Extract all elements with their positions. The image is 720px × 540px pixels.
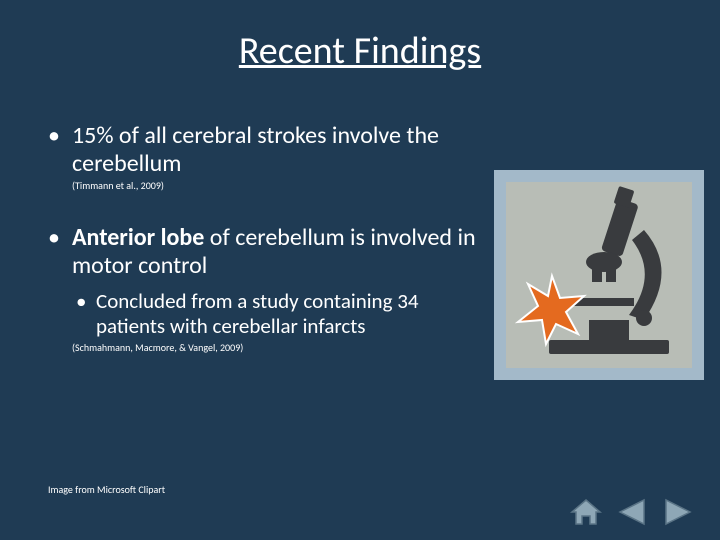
bullet-1: 15% of all cerebral strokes involve the … [48,122,478,177]
nav-buttons [568,496,696,528]
content-area: 15% of all cerebral strokes involve the … [48,122,478,354]
sub-bullet-2-1: Concluded from a study containing 34 pat… [48,289,478,339]
next-icon [660,496,696,528]
slide: Recent Findings 15% of all cerebral stro… [0,0,720,540]
citation-2: (Schmahmann, Macmore, & Vangel, 2009) [48,341,478,354]
microscope-clipart [494,170,704,380]
citation-1: (Timmann et al., 2009) [48,179,478,192]
prev-button[interactable] [614,496,650,528]
next-button[interactable] [660,496,696,528]
bullet-2: Anterior lobe of cerebellum is involved … [48,224,478,279]
image-attribution: Image from Microsoft Clipart [48,483,165,496]
home-icon [568,496,604,528]
home-button[interactable] [568,496,604,528]
page-title: Recent Findings [48,28,672,74]
prev-icon [614,496,650,528]
